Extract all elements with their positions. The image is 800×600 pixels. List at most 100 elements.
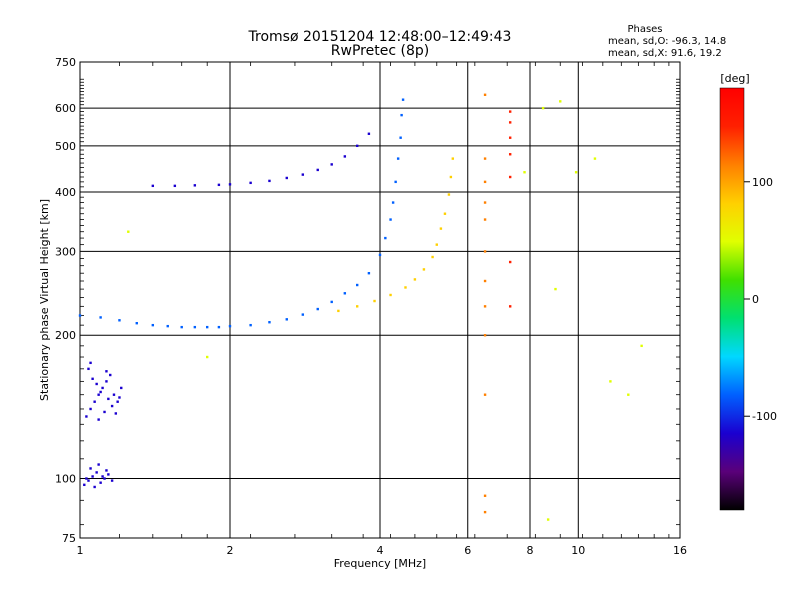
data-point [400,113,403,117]
colorbar-gradient [719,87,745,511]
data-point [483,510,487,514]
y-tick-label: 200 [55,329,76,342]
y-tick-label: 500 [55,140,76,153]
data-point [105,469,108,472]
data-point [217,325,221,329]
data-point [337,309,340,313]
data-point [103,410,106,414]
data-point [89,407,92,411]
data-point [316,307,319,311]
data-point [116,400,119,403]
data-point [151,184,155,188]
data-point [110,479,114,482]
data-point [166,324,169,328]
data-point [483,393,487,396]
data-point [443,212,447,215]
data-point [228,324,232,328]
data-point [554,287,557,291]
data-point [431,255,434,259]
data-point [249,181,252,185]
data-point [373,299,376,303]
data-point [85,415,88,418]
data-point [118,319,121,322]
data-point [546,518,550,521]
data-point [401,98,405,101]
colorbar-tick-label: 0 [752,293,759,306]
data-point [483,279,487,283]
chart-subtitle: RwPretec (8p) [331,43,429,59]
data-point [135,321,138,325]
data-point [483,218,487,221]
x-tick-label: 1 [77,544,84,557]
data-point [95,382,98,386]
data-point [508,110,512,113]
data-point [97,463,100,466]
colorbar-tick-label: -100 [752,410,777,423]
y-tick-label: 75 [62,532,76,545]
data-point [83,483,86,487]
data-point [205,355,209,359]
colorbar-tick-label: 100 [752,176,773,189]
data-point [367,132,371,135]
data-point [228,183,232,186]
data-point [85,477,88,480]
data-point [316,168,319,172]
x-tick-label: 4 [377,544,384,557]
data-point [107,397,110,401]
data-point [483,157,487,160]
data-point [559,100,562,103]
data-point [301,313,305,316]
data-point [87,479,90,482]
data-point [451,157,455,160]
minor-ticks [80,62,680,538]
x-tick-label: 10 [571,544,585,557]
data-point [447,193,451,196]
data-point [99,481,102,484]
data-point [378,253,382,257]
y-tick-label: 400 [55,186,76,199]
data-point [109,373,112,377]
x-tick-label: 8 [527,544,534,557]
data-point [268,179,271,183]
x-tick-label: 2 [227,544,234,557]
x-tick-label: 6 [464,544,471,557]
data-point [593,157,597,160]
data-point [91,377,94,380]
data-point [394,180,397,184]
data-point [355,144,359,148]
y-tick-label: 750 [55,56,76,69]
data-point [483,494,487,497]
data-point [301,173,305,176]
x-tick-labels: 1 2 4 6 8 10 16 [77,544,688,557]
data-point [101,475,104,478]
data-point [391,201,395,204]
colorbar-label: [deg] [720,72,749,85]
data-points [78,93,643,521]
data-point [114,412,118,415]
data-point [640,344,643,348]
data-point [389,293,392,297]
data-point [355,283,359,287]
data-point [173,184,177,188]
plot-area [78,61,681,539]
data-point [285,318,288,321]
data-point [97,393,100,396]
data-point [89,361,92,365]
data-point [112,393,116,396]
data-point [118,396,121,399]
data-point [523,171,526,174]
data-point [399,136,402,139]
data-point [404,286,407,289]
grid-lines [80,62,680,538]
data-point [89,467,92,470]
data-point [483,334,487,337]
data-point [413,278,417,281]
data-point [93,400,96,403]
data-point [508,305,512,308]
data-point [120,386,123,390]
data-point [435,243,438,246]
data-point [541,106,545,110]
data-point [367,272,371,275]
data-point [508,153,512,156]
data-point [483,93,487,96]
